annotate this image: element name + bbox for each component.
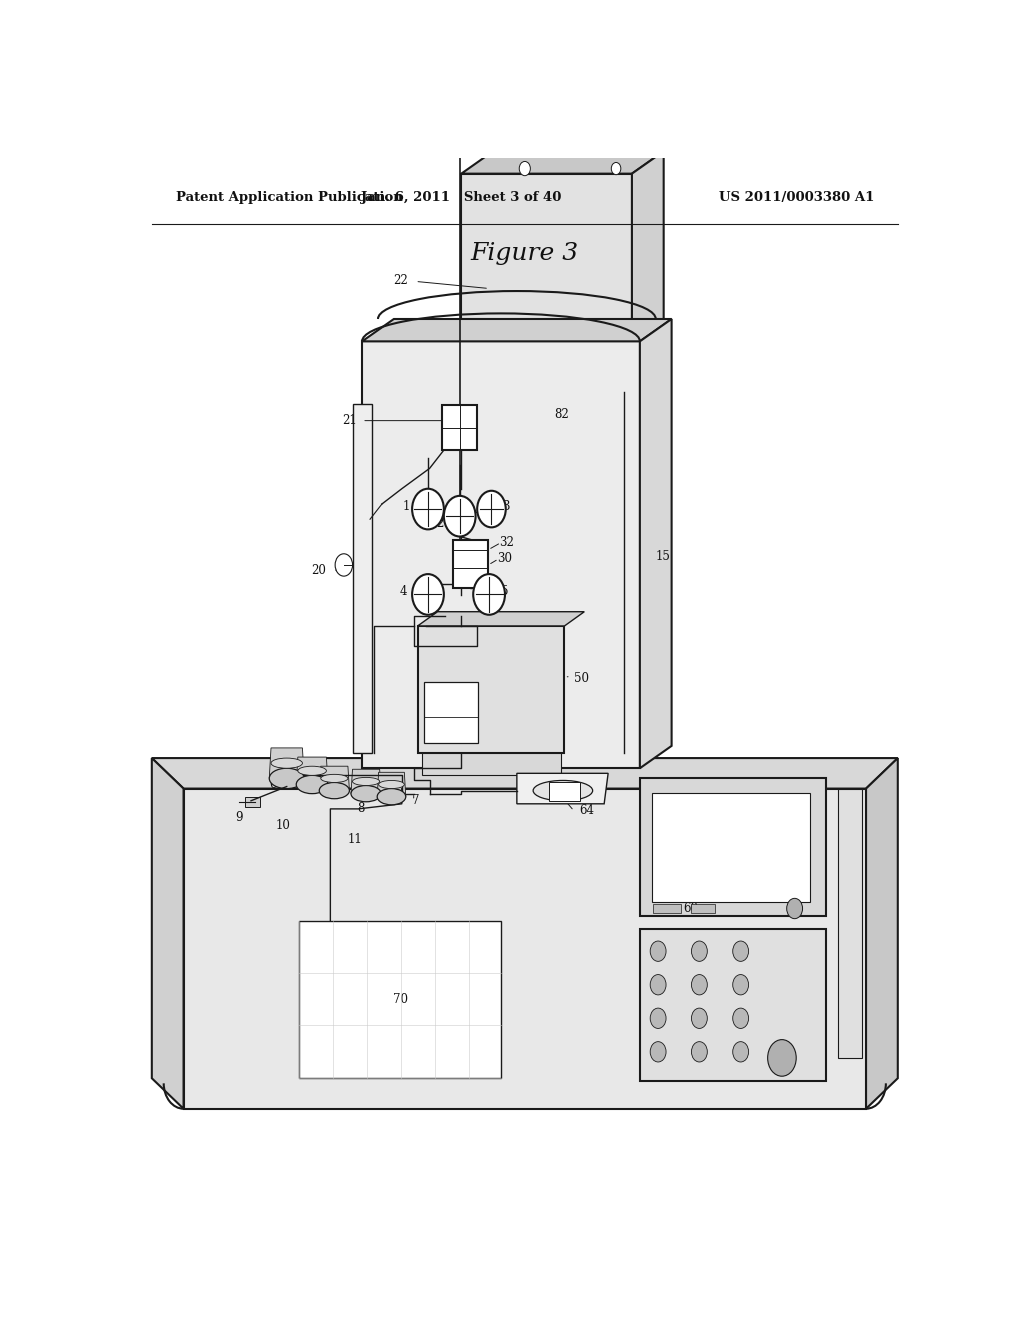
Text: 22: 22 bbox=[393, 273, 409, 286]
Circle shape bbox=[473, 574, 505, 615]
Text: 82: 82 bbox=[555, 408, 569, 421]
Bar bbox=[549, 783, 581, 801]
Circle shape bbox=[412, 574, 443, 615]
Circle shape bbox=[691, 1008, 708, 1028]
Circle shape bbox=[733, 941, 749, 961]
Bar bbox=[640, 929, 826, 1081]
Polygon shape bbox=[152, 758, 898, 788]
Circle shape bbox=[733, 1008, 749, 1028]
Text: 4: 4 bbox=[399, 585, 408, 598]
Polygon shape bbox=[362, 319, 672, 342]
Text: 30: 30 bbox=[497, 552, 512, 565]
Ellipse shape bbox=[352, 777, 380, 785]
Bar bbox=[422, 752, 560, 775]
Polygon shape bbox=[296, 758, 328, 784]
Polygon shape bbox=[517, 774, 608, 804]
Polygon shape bbox=[640, 319, 672, 768]
Circle shape bbox=[691, 1041, 708, 1063]
Bar bbox=[418, 626, 564, 752]
Circle shape bbox=[412, 488, 443, 529]
Ellipse shape bbox=[351, 785, 381, 801]
Circle shape bbox=[691, 941, 708, 961]
Text: 32: 32 bbox=[500, 536, 514, 549]
Text: Patent Application Publication: Patent Application Publication bbox=[176, 191, 402, 203]
Text: 44: 44 bbox=[481, 652, 497, 665]
Bar bbox=[424, 682, 478, 743]
Bar bbox=[839, 788, 862, 1057]
Text: 20: 20 bbox=[311, 564, 327, 577]
Text: 9: 9 bbox=[236, 810, 243, 824]
Bar bbox=[640, 779, 826, 916]
Polygon shape bbox=[377, 772, 406, 797]
Text: 6: 6 bbox=[269, 777, 278, 791]
Text: 50: 50 bbox=[574, 672, 589, 685]
Circle shape bbox=[650, 1041, 666, 1063]
Circle shape bbox=[733, 974, 749, 995]
Ellipse shape bbox=[269, 768, 304, 788]
Circle shape bbox=[477, 491, 506, 528]
Text: 40: 40 bbox=[489, 751, 504, 764]
Ellipse shape bbox=[377, 788, 406, 805]
Ellipse shape bbox=[534, 780, 593, 801]
Polygon shape bbox=[362, 342, 640, 768]
Text: 21: 21 bbox=[342, 414, 356, 428]
Ellipse shape bbox=[298, 766, 327, 775]
Text: 62: 62 bbox=[670, 836, 685, 847]
Circle shape bbox=[335, 554, 352, 576]
Polygon shape bbox=[866, 758, 898, 1109]
Text: 15: 15 bbox=[655, 550, 671, 564]
Circle shape bbox=[786, 899, 803, 919]
Text: 5: 5 bbox=[501, 585, 509, 598]
Ellipse shape bbox=[379, 780, 404, 788]
Circle shape bbox=[650, 941, 666, 961]
Polygon shape bbox=[319, 766, 349, 791]
Circle shape bbox=[691, 974, 708, 995]
Text: Figure 3: Figure 3 bbox=[471, 242, 579, 265]
Polygon shape bbox=[461, 174, 632, 351]
Bar bbox=[652, 792, 811, 903]
Circle shape bbox=[768, 1040, 797, 1076]
Text: 8: 8 bbox=[357, 803, 365, 816]
Text: 3: 3 bbox=[503, 499, 510, 512]
Text: 70: 70 bbox=[393, 994, 408, 1006]
Text: 42: 42 bbox=[440, 723, 455, 737]
Circle shape bbox=[650, 974, 666, 995]
Bar bbox=[299, 921, 501, 1078]
Bar bbox=[454, 557, 466, 576]
Ellipse shape bbox=[321, 775, 348, 783]
Circle shape bbox=[611, 162, 621, 174]
Polygon shape bbox=[269, 748, 304, 779]
Polygon shape bbox=[183, 788, 866, 1109]
Polygon shape bbox=[152, 758, 183, 1109]
Bar bbox=[454, 540, 488, 589]
Circle shape bbox=[650, 1008, 666, 1028]
Text: 10: 10 bbox=[275, 818, 291, 832]
Polygon shape bbox=[418, 611, 585, 626]
Polygon shape bbox=[632, 152, 664, 351]
Ellipse shape bbox=[296, 775, 328, 793]
Text: 64: 64 bbox=[579, 804, 594, 817]
Text: Jan. 6, 2011   Sheet 3 of 40: Jan. 6, 2011 Sheet 3 of 40 bbox=[361, 191, 561, 203]
Circle shape bbox=[443, 496, 475, 536]
Text: 2: 2 bbox=[436, 517, 443, 529]
Bar bbox=[653, 904, 681, 912]
Polygon shape bbox=[351, 770, 381, 793]
Circle shape bbox=[519, 161, 530, 176]
Ellipse shape bbox=[271, 758, 302, 768]
Polygon shape bbox=[461, 152, 664, 174]
Bar bbox=[442, 405, 477, 450]
Text: 7: 7 bbox=[412, 795, 420, 808]
Text: 1: 1 bbox=[402, 499, 410, 512]
Circle shape bbox=[733, 1041, 749, 1063]
Ellipse shape bbox=[319, 783, 349, 799]
Text: 11: 11 bbox=[347, 833, 362, 846]
Bar bbox=[691, 904, 715, 912]
Bar bbox=[246, 797, 260, 807]
Text: 60: 60 bbox=[683, 902, 697, 915]
Polygon shape bbox=[352, 404, 373, 752]
Text: US 2011/0003380 A1: US 2011/0003380 A1 bbox=[719, 191, 873, 203]
